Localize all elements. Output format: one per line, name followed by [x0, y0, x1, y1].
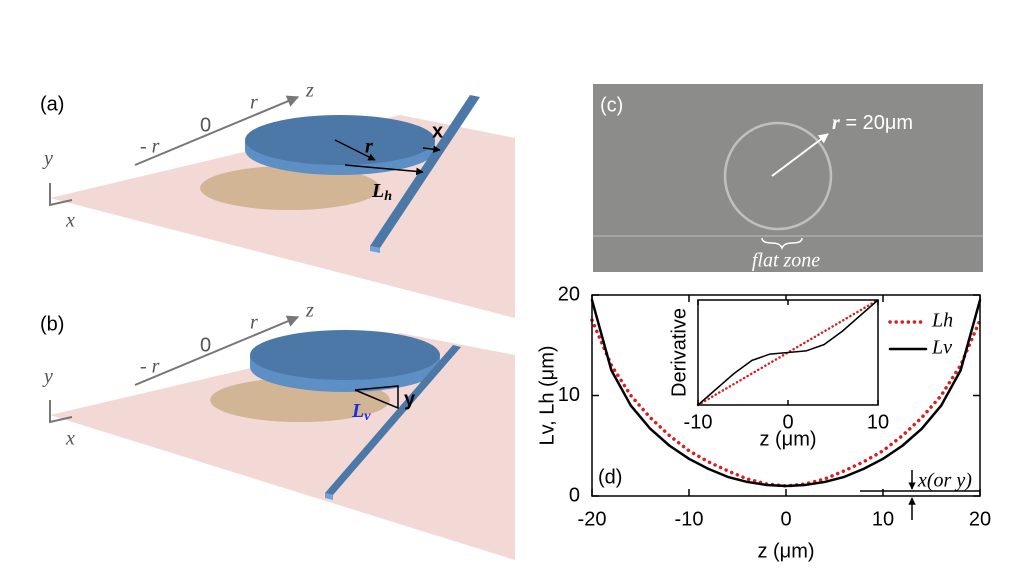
gap-arrow: [422, 145, 441, 153]
waveguide: [370, 95, 480, 248]
subscript: h: [384, 189, 392, 204]
y-axis-title: Lv, Lh (μm): [536, 345, 558, 445]
panel-c: (c) r = 20μm flat zone: [593, 84, 983, 272]
x-tick-label: 20: [969, 508, 991, 530]
inset-chart: -10 0 10 z (μm) Derivative: [668, 298, 889, 450]
x-tick-label: -10: [675, 508, 704, 530]
radius-arrow: [771, 133, 829, 177]
panel-b: (b) - r 0 r z y x y Lv: [40, 300, 515, 560]
x-tick-label: 0: [782, 411, 793, 433]
axis-label: y: [42, 148, 53, 170]
disk: [245, 115, 435, 165]
main-chart: -20 -10 0 10 20 0 10 20 z (μm) Lv, Lh (μm) Lh Lv: [536, 283, 991, 562]
x-axis-title: z (μm): [757, 540, 814, 562]
panel-label: (c): [600, 94, 623, 116]
x-tick-label: 0: [780, 508, 791, 530]
shadow: [200, 166, 380, 210]
distance-label: Lv: [351, 400, 371, 425]
axis-label: x: [65, 428, 75, 450]
axis-label: 0: [200, 334, 211, 356]
panel-label: (b): [40, 313, 64, 335]
symbol: L: [371, 180, 384, 202]
x-tick-label: 10: [872, 508, 894, 530]
axis-label: z: [305, 300, 314, 322]
axis-label: r: [250, 312, 258, 334]
axis-label: r: [250, 92, 258, 114]
waveguide: [325, 345, 461, 495]
coord-axes: [49, 183, 73, 207]
distance-arrow: [344, 164, 424, 176]
annotation: x(or y): [917, 470, 972, 492]
x-tick-label: -10: [684, 411, 713, 433]
radius-label: r: [365, 136, 373, 158]
axis-label: x: [65, 210, 75, 232]
y-tick-label: 10: [558, 384, 580, 406]
x-axis-title: z (μm): [759, 428, 816, 450]
x-tick-label: -20: [578, 508, 607, 530]
panel-a: (a) - r 0 r z y x r x Lh: [40, 80, 515, 318]
resonator: [723, 121, 833, 231]
axis-label: - r: [140, 136, 160, 158]
y-tick-label: 0: [569, 484, 580, 506]
legend-label: Lh: [931, 310, 953, 332]
waveguide-end: [325, 493, 333, 500]
distance-arrows: [354, 385, 399, 410]
axis-label: z: [305, 80, 314, 102]
radius-label: r = 20μm: [832, 112, 913, 135]
symbol: r: [832, 112, 840, 134]
legend-label: Lv: [931, 337, 952, 359]
radius-arrow: [334, 139, 376, 161]
axis-label: y: [42, 366, 53, 388]
zone-label: flat zone: [752, 250, 820, 272]
y-tick-label: 20: [558, 283, 580, 305]
distance-label: Lh: [371, 180, 392, 205]
x-tick-label: 10: [867, 411, 889, 433]
y-axis-title: Derivative: [668, 308, 690, 397]
axis-label: 0: [200, 114, 211, 136]
value: = 20μm: [840, 112, 913, 134]
coord-axes: [49, 400, 73, 424]
brace: [761, 237, 803, 251]
micrograph: [593, 84, 983, 272]
z-axis: [134, 315, 300, 386]
waveguide-end: [370, 246, 380, 253]
series-line: [590, 298, 982, 488]
subscript: v: [364, 409, 371, 424]
disk: [250, 330, 440, 380]
symbol: L: [351, 400, 364, 422]
panel-label: (a): [40, 93, 64, 115]
series-line: [697, 299, 879, 406]
gap-label: x: [432, 120, 443, 142]
panel-d: x(or y) (d): [598, 466, 980, 520]
gap-label: y: [404, 388, 416, 410]
axis-label: - r: [140, 356, 160, 378]
panel-label: (d): [598, 466, 622, 488]
z-axis: [134, 95, 300, 166]
